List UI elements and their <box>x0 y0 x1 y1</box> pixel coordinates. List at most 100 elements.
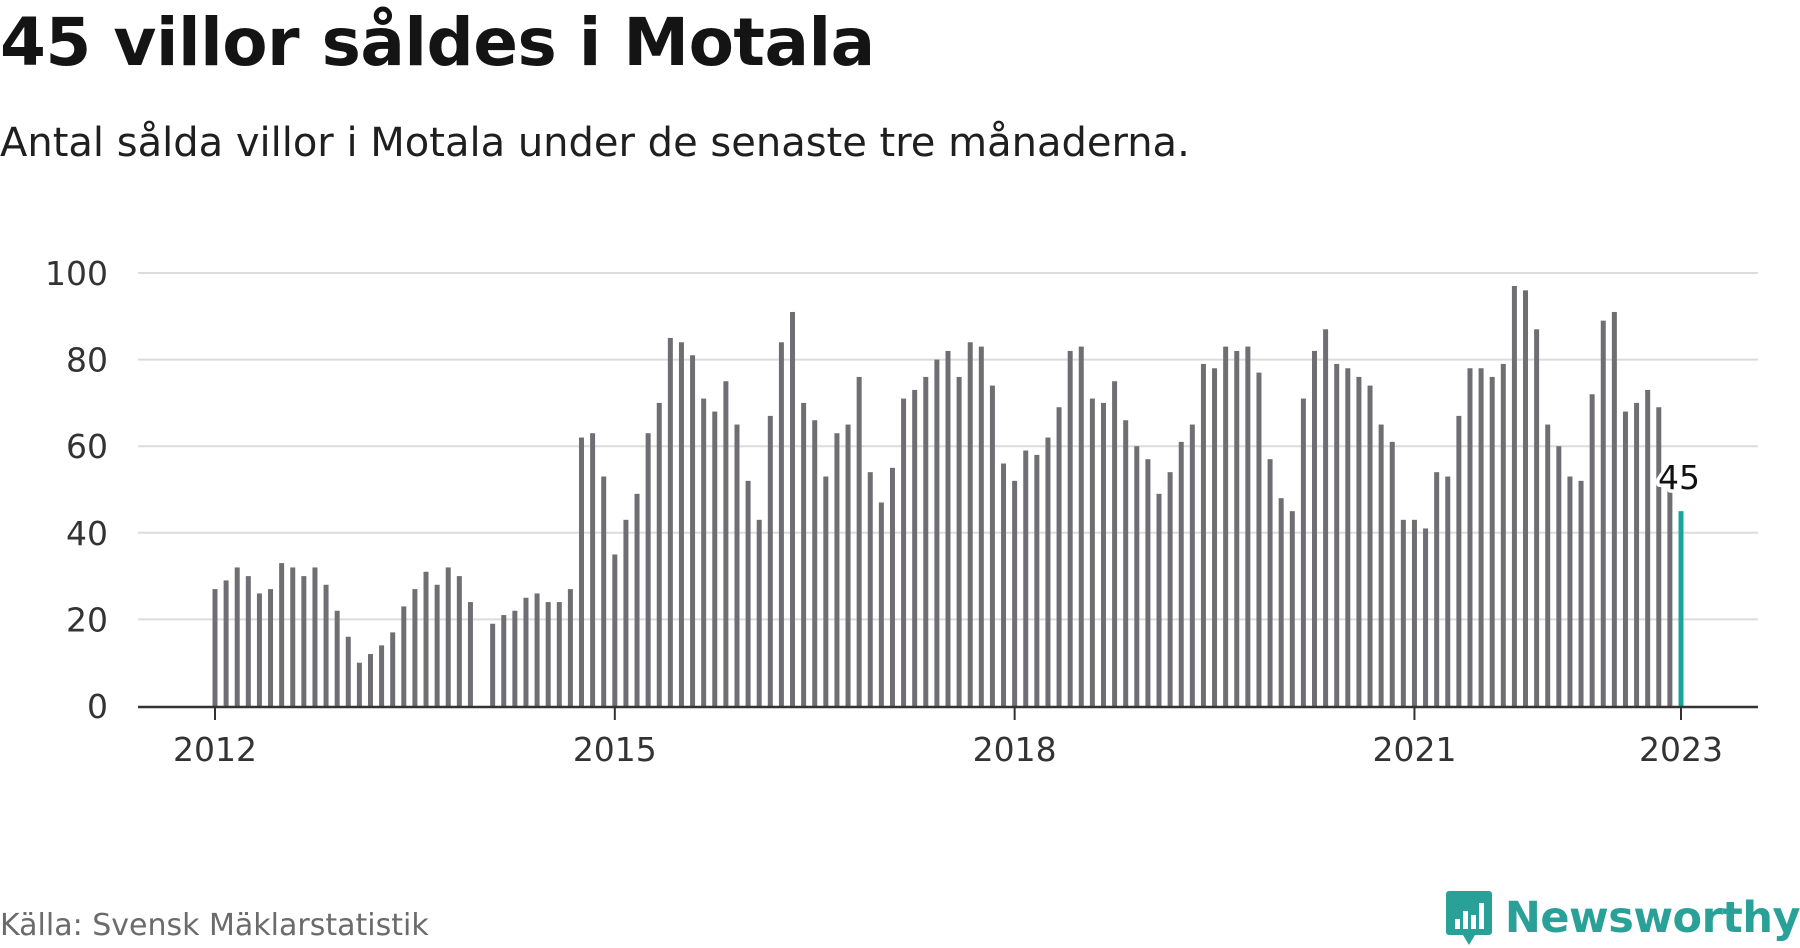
bar <box>1089 398 1095 706</box>
bar <box>734 424 740 706</box>
bar <box>1545 424 1551 706</box>
bar <box>978 346 984 706</box>
bar <box>1434 472 1440 706</box>
bar <box>1356 376 1362 706</box>
bar <box>567 589 573 706</box>
brand-name: Newsworthy <box>1504 893 1800 943</box>
bar <box>523 597 529 706</box>
bar <box>1489 376 1495 706</box>
bar <box>1267 459 1273 706</box>
bar <box>745 480 751 706</box>
bar <box>723 381 729 706</box>
x-tick-label: 2023 <box>1639 730 1723 769</box>
bar <box>1245 346 1251 706</box>
brand-logo: Newsworthy <box>1445 888 1800 948</box>
bar <box>379 645 385 706</box>
bar <box>623 519 629 706</box>
bars <box>212 285 1684 706</box>
y-tick-label: 20 <box>66 600 108 639</box>
bar <box>1456 415 1462 706</box>
bar <box>778 342 784 706</box>
bar <box>1467 368 1473 706</box>
bar <box>456 576 462 706</box>
bar <box>356 662 362 706</box>
bar <box>1345 368 1351 706</box>
bar <box>1423 528 1429 706</box>
bar <box>1234 350 1240 706</box>
bar <box>279 563 285 706</box>
bar <box>1256 372 1262 706</box>
bar <box>1212 368 1218 706</box>
bar <box>323 584 329 706</box>
bar <box>1611 311 1617 706</box>
bar <box>545 602 551 706</box>
bar <box>1367 385 1373 706</box>
bar <box>534 593 540 706</box>
highlight-value-label: 45 <box>1658 458 1700 497</box>
bar <box>845 424 851 706</box>
bar <box>1156 493 1162 706</box>
chart-subtitle: Antal sålda villor i Motala under de sen… <box>0 120 1190 166</box>
bar <box>1123 420 1129 706</box>
bar <box>1278 498 1284 706</box>
bar <box>1300 398 1306 706</box>
bar <box>1378 424 1384 706</box>
y-tick-label: 0 <box>87 687 108 726</box>
bar <box>556 602 562 706</box>
bar <box>467 602 473 706</box>
bar <box>434 584 440 706</box>
bar <box>223 580 229 706</box>
bar <box>1078 346 1084 706</box>
bar <box>334 610 340 706</box>
bar <box>1334 363 1340 706</box>
bar <box>601 476 607 706</box>
bar <box>1145 459 1151 706</box>
bar <box>256 593 262 706</box>
bar <box>767 415 773 706</box>
bar <box>390 632 396 706</box>
bar <box>268 589 274 706</box>
bar <box>1534 329 1540 706</box>
bar <box>1312 350 1317 706</box>
bar <box>656 402 662 706</box>
bar <box>1667 489 1673 706</box>
bar <box>889 467 895 706</box>
bar <box>1634 402 1640 706</box>
x-tick-label: 2012 <box>173 730 257 769</box>
bar <box>967 342 973 706</box>
x-tick-label: 2018 <box>973 730 1057 769</box>
bar <box>1411 519 1417 706</box>
bar <box>1600 320 1606 706</box>
bar <box>1100 402 1106 706</box>
bar <box>1389 441 1395 706</box>
x-tick-label: 2015 <box>573 730 657 769</box>
y-tick-label: 100 <box>45 254 108 293</box>
bar <box>1167 472 1173 706</box>
bar <box>234 567 240 706</box>
bar <box>612 554 618 706</box>
bar <box>445 567 451 706</box>
source-note: Källa: Svensk Mäklarstatistik <box>0 908 429 943</box>
bar <box>423 571 429 706</box>
bar <box>801 402 807 706</box>
bar <box>1067 350 1073 706</box>
bar <box>1556 446 1562 706</box>
bar <box>645 433 651 706</box>
y-axis-tick-labels: 0 20 40 60 80 100 <box>45 254 108 726</box>
bar <box>945 350 951 706</box>
bar <box>401 606 407 706</box>
bar <box>1223 346 1229 706</box>
bar <box>1400 519 1406 706</box>
bar <box>1323 329 1329 706</box>
x-tick-label: 2021 <box>1372 730 1456 769</box>
bar <box>878 502 884 706</box>
bar <box>690 355 696 706</box>
bar <box>1134 446 1140 706</box>
bar <box>1478 368 1484 706</box>
bar <box>823 476 829 706</box>
y-tick-label: 40 <box>66 514 108 553</box>
bar <box>1056 407 1062 706</box>
x-axis-ticks: 2012 2015 2018 2021 2023 <box>173 708 1723 769</box>
y-tick-label: 60 <box>66 427 108 466</box>
bar <box>1112 381 1118 706</box>
